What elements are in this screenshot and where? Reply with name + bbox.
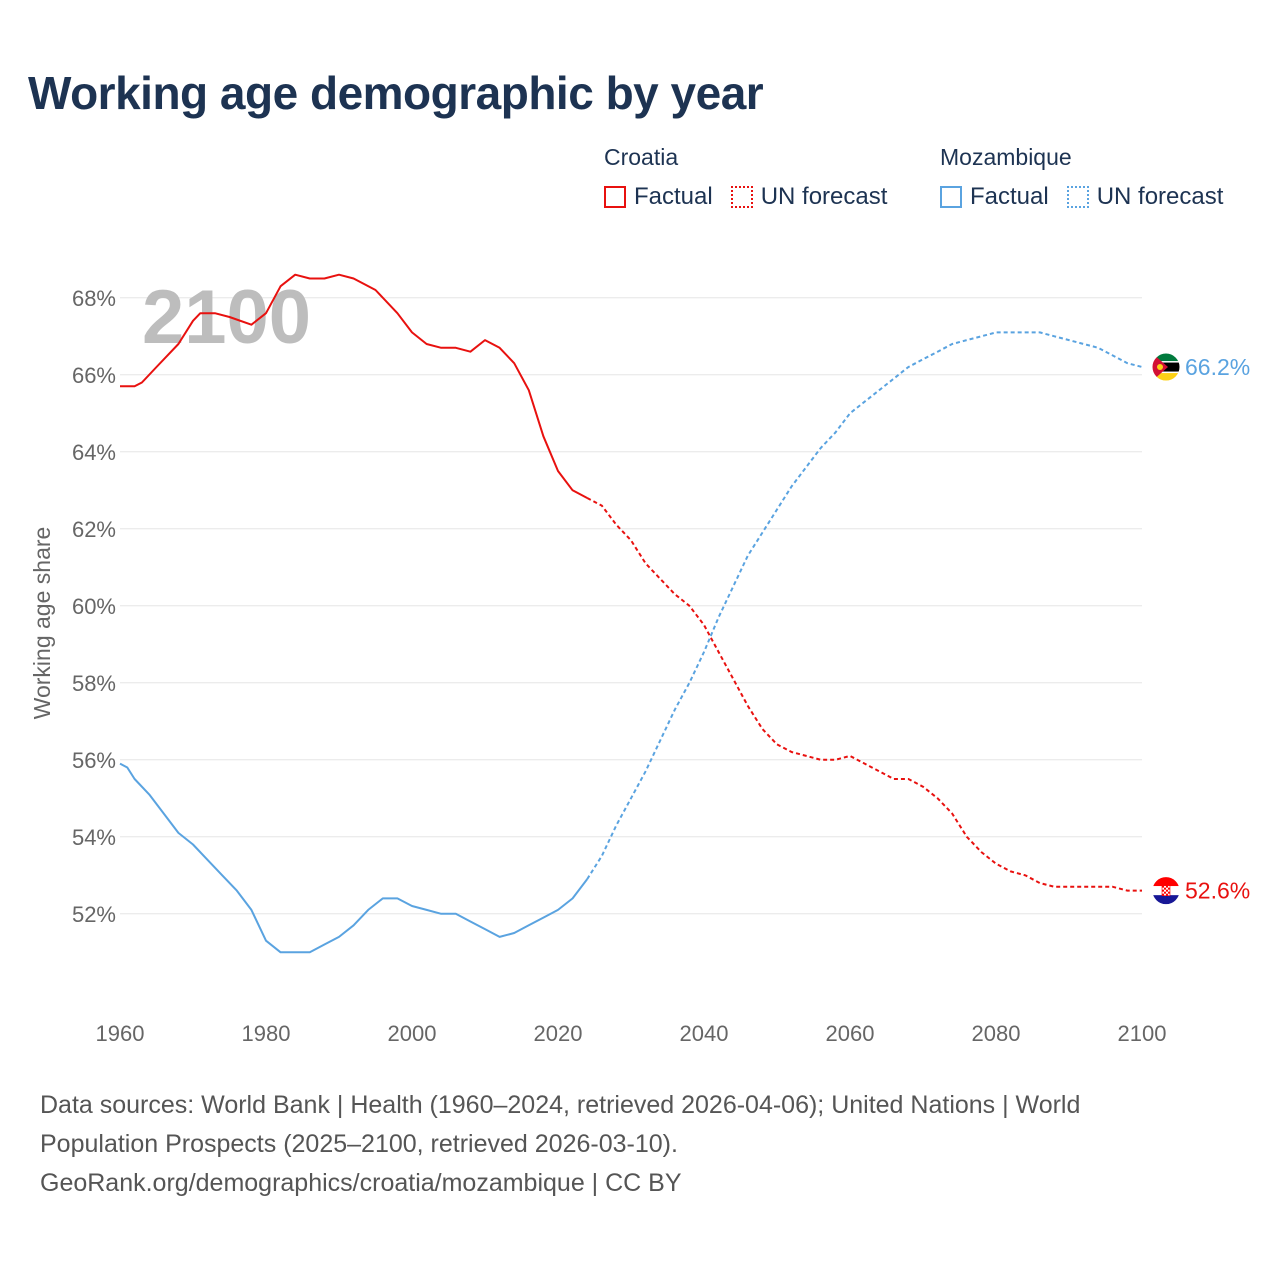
x-tick-label: 2060 [826, 1021, 875, 1046]
legend-group-name: Mozambique [940, 144, 1072, 170]
gridlines [120, 297, 1142, 915]
series-line-mozambique-forecast [586, 331, 1143, 880]
legend-label: UN forecast [1096, 183, 1224, 210]
legend-croatia-forecast[interactable]: UN forecast [730, 183, 888, 211]
legend-mozambique-forecast[interactable]: UN forecast [1066, 183, 1224, 211]
y-tick-label: 56% [72, 748, 116, 773]
y-axis-label: Working age share [29, 527, 55, 720]
legend-swatch-dotted [1066, 186, 1089, 208]
legend-label: UN forecast [760, 183, 888, 210]
y-tick-label: 62% [72, 517, 116, 542]
footer-line: Population Prospects (2025–2100, retriev… [40, 1130, 678, 1158]
footer-line: Data sources: World Bank | Health (1960–… [40, 1091, 1081, 1119]
x-tick-label: 1960 [96, 1021, 145, 1046]
y-axis-ticks: 52% 54% 56% 58% 60% 62% 64% 66% 68% [72, 286, 116, 927]
footer-line: GeoRank.org/demographics/croatia/mozambi… [40, 1169, 682, 1197]
line-chart: 2100 52% 54% 56% 58% 60% 62% 64% 66% 68% 1960 198… [29, 273, 1250, 1046]
legend-group-mozambique: Mozambique Factual UN forecast [940, 144, 1241, 211]
legend-croatia-factual[interactable]: Factual [604, 183, 713, 211]
x-tick-label: 1980 [242, 1021, 291, 1046]
croatia-flag-icon [1151, 876, 1181, 906]
legend-swatch-dotted [730, 186, 753, 208]
legend-group-name: Croatia [604, 144, 679, 170]
legend-label: Factual [970, 183, 1049, 210]
chart-title: Working age demographic by year [28, 67, 764, 119]
legend-swatch-solid [940, 186, 962, 208]
series-line-croatia-forecast [586, 497, 1142, 892]
legend-mozambique-factual[interactable]: Factual [940, 183, 1049, 211]
y-tick-label: 64% [72, 440, 116, 465]
series-line-croatia-factual [120, 273, 588, 499]
x-axis-ticks: 1960 1980 2000 2020 2040 2060 2080 2100 [96, 1021, 1167, 1046]
series-lines [119, 273, 1143, 954]
y-tick-label: 60% [72, 594, 116, 619]
series-line-mozambique-factual [119, 762, 588, 954]
mozambique-end-value: 66.2% [1185, 354, 1250, 380]
y-tick-label: 54% [72, 825, 116, 850]
legend-swatch-solid [604, 186, 626, 208]
x-tick-label: 2020 [534, 1021, 583, 1046]
footer-sources: Data sources: World Bank | Health (1960–… [40, 1086, 1240, 1203]
legend-group-croatia: Croatia Factual UN forecast [604, 144, 905, 211]
mozambique-flag-icon [1151, 352, 1181, 382]
x-tick-label: 2040 [680, 1021, 729, 1046]
y-tick-label: 66% [72, 363, 116, 388]
year-watermark: 2100 [142, 275, 311, 360]
y-tick-label: 52% [72, 902, 116, 927]
legend-label: Factual [634, 183, 713, 210]
x-tick-label: 2000 [388, 1021, 437, 1046]
x-tick-label: 2080 [972, 1021, 1021, 1046]
croatia-end-value: 52.6% [1185, 878, 1250, 904]
y-tick-label: 58% [72, 671, 116, 696]
y-tick-label: 68% [72, 286, 116, 311]
x-tick-label: 2100 [1118, 1021, 1167, 1046]
